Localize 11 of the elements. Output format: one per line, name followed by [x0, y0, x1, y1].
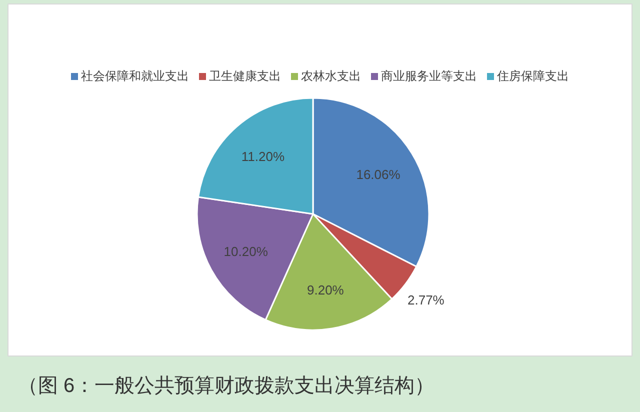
legend-label: 商业服务业等支出: [381, 69, 477, 83]
data-label: 16.06%: [356, 166, 401, 182]
data-label: 10.20%: [224, 244, 268, 259]
text: （图 6：一般公共预算财政拨款支出决算结构）: [18, 375, 435, 397]
data-label: 2.77%: [408, 292, 445, 308]
data-label: 11.20%: [241, 149, 285, 164]
legend-label: 住房保障支出: [496, 69, 569, 83]
legend-label: 社会保障和就业支出: [81, 69, 189, 83]
data-label: 9.20%: [307, 282, 344, 298]
legend-label: 农林水支出: [301, 69, 361, 83]
legend-label: 卫生健康支出: [209, 69, 281, 83]
